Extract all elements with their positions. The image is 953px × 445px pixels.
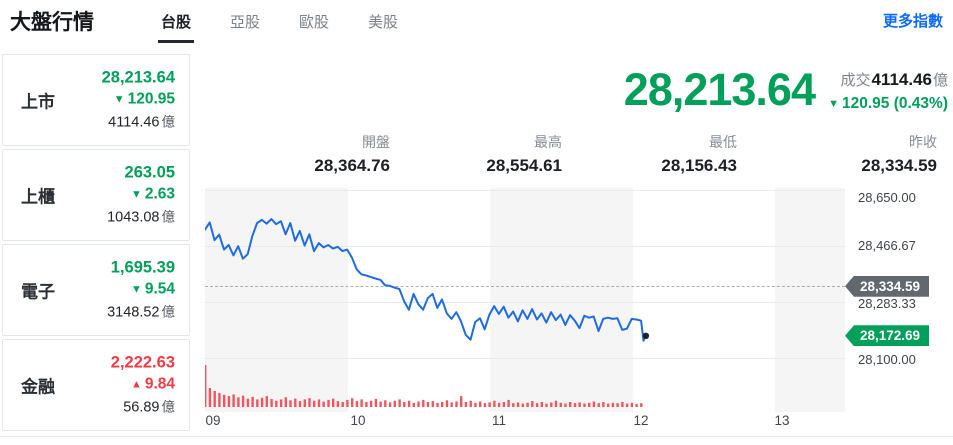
stat-high: 最高 28,554.61 bbox=[486, 134, 562, 175]
price-volume-svg bbox=[205, 218, 650, 407]
main-index-price: 28,213.64 bbox=[623, 64, 816, 115]
hour-band bbox=[490, 188, 633, 412]
index-name: 上櫃 bbox=[21, 187, 55, 207]
sidebar-item-electronics[interactable]: 電子 1,695.39 ▼ 9.54 3148.52 億 bbox=[2, 244, 190, 336]
y-tick: 28,650.00 bbox=[858, 190, 916, 205]
price-line bbox=[205, 218, 647, 342]
stat-low: 最低 28,156.43 bbox=[661, 134, 737, 175]
stat-prev-close: 昨收 28,334.59 bbox=[861, 134, 937, 175]
main-index-change: ▼ 120.95 (0.43%) bbox=[828, 95, 948, 112]
last-price-dot bbox=[642, 332, 650, 339]
index-values: 263.05 ▼ 2.63 1043.08 億 bbox=[107, 162, 175, 229]
index-volume: 1043.08 億 bbox=[107, 209, 175, 226]
index-change: ▼ 2.63 bbox=[130, 185, 175, 203]
index-change: ▲ 9.84 bbox=[130, 375, 175, 393]
tab-europe[interactable]: 歐股 bbox=[299, 14, 330, 31]
down-arrow-icon: ▼ bbox=[130, 283, 142, 296]
bottom-divider bbox=[0, 436, 953, 437]
index-volume: 56.89 億 bbox=[123, 399, 175, 416]
down-arrow-icon: ▼ bbox=[828, 98, 839, 110]
index-price: 263.05 bbox=[124, 163, 175, 182]
index-name: 金融 bbox=[21, 377, 55, 397]
prev-close-dashed-line bbox=[205, 286, 845, 288]
last-price-badge: 28,172.69 bbox=[845, 325, 929, 347]
y-tick: 28,466.67 bbox=[858, 238, 916, 253]
gridline bbox=[205, 246, 845, 247]
quote-side: 成交4114.46億 ▼ 120.95 (0.43%) bbox=[818, 69, 948, 113]
down-arrow-icon: ▼ bbox=[113, 93, 125, 106]
index-volume: 3148.52 億 bbox=[107, 304, 175, 321]
page-title: 大盤行情 bbox=[10, 11, 94, 34]
gridline bbox=[205, 190, 845, 191]
hour-band bbox=[205, 188, 348, 412]
x-tick: 11 bbox=[491, 413, 507, 428]
volume-bars bbox=[205, 365, 643, 407]
stat-open: 開盤 28,364.76 bbox=[314, 134, 390, 175]
index-change: ▼ 120.95 bbox=[113, 90, 175, 108]
index-volume: 4114.46 億 bbox=[108, 114, 175, 131]
index-price: 2,222.63 bbox=[110, 353, 175, 372]
index-price: 28,213.64 bbox=[101, 68, 175, 87]
sidebar-item-twse[interactable]: 上市 28,213.64 ▼ 120.95 4114.46 億 bbox=[2, 54, 190, 146]
index-price: 1,695.39 bbox=[110, 258, 175, 277]
prev-close-badge: 28,334.59 bbox=[845, 275, 929, 297]
up-arrow-icon: ▲ bbox=[130, 378, 142, 391]
y-tick: 28,100.00 bbox=[858, 352, 916, 367]
y-tick: 28,283.33 bbox=[858, 296, 916, 311]
more-indices-link[interactable]: 更多指數 bbox=[882, 13, 943, 30]
tab-taiwan[interactable]: 台股 bbox=[158, 11, 195, 43]
down-arrow-icon: ▼ bbox=[130, 188, 142, 201]
tab-asia[interactable]: 亞股 bbox=[230, 14, 261, 31]
index-name: 上市 bbox=[21, 92, 55, 112]
sidebar-item-tpex[interactable]: 上櫃 263.05 ▼ 2.63 1043.08 億 bbox=[2, 149, 190, 241]
intraday-chart: 09 10 11 12 13 bbox=[205, 188, 845, 428]
x-tick: 09 bbox=[205, 413, 221, 428]
index-name: 電子 bbox=[21, 282, 55, 302]
index-values: 1,695.39 ▼ 9.54 3148.52 億 bbox=[107, 257, 175, 324]
sidebar-item-finance[interactable]: 金融 2,222.63 ▲ 9.84 56.89 億 bbox=[2, 339, 190, 431]
hour-band bbox=[775, 188, 845, 412]
market-tabs: 台股 亞股 歐股 美股 bbox=[158, 11, 401, 43]
x-tick: 10 bbox=[350, 413, 366, 428]
gridline bbox=[205, 358, 845, 359]
x-tick: 12 bbox=[633, 413, 649, 428]
index-values: 28,213.64 ▼ 120.95 4114.46 億 bbox=[102, 67, 175, 134]
gridline bbox=[205, 302, 845, 303]
turnover: 成交4114.46億 bbox=[840, 70, 948, 89]
price-axis: 28,650.00 28,466.67 28,283.33 28,100.00 … bbox=[845, 188, 951, 412]
tab-us[interactable]: 美股 bbox=[368, 14, 399, 31]
x-tick: 13 bbox=[774, 413, 790, 428]
index-values: 2,222.63 ▲ 9.84 56.89 億 bbox=[111, 352, 175, 419]
index-change: ▼ 9.54 bbox=[130, 280, 175, 298]
